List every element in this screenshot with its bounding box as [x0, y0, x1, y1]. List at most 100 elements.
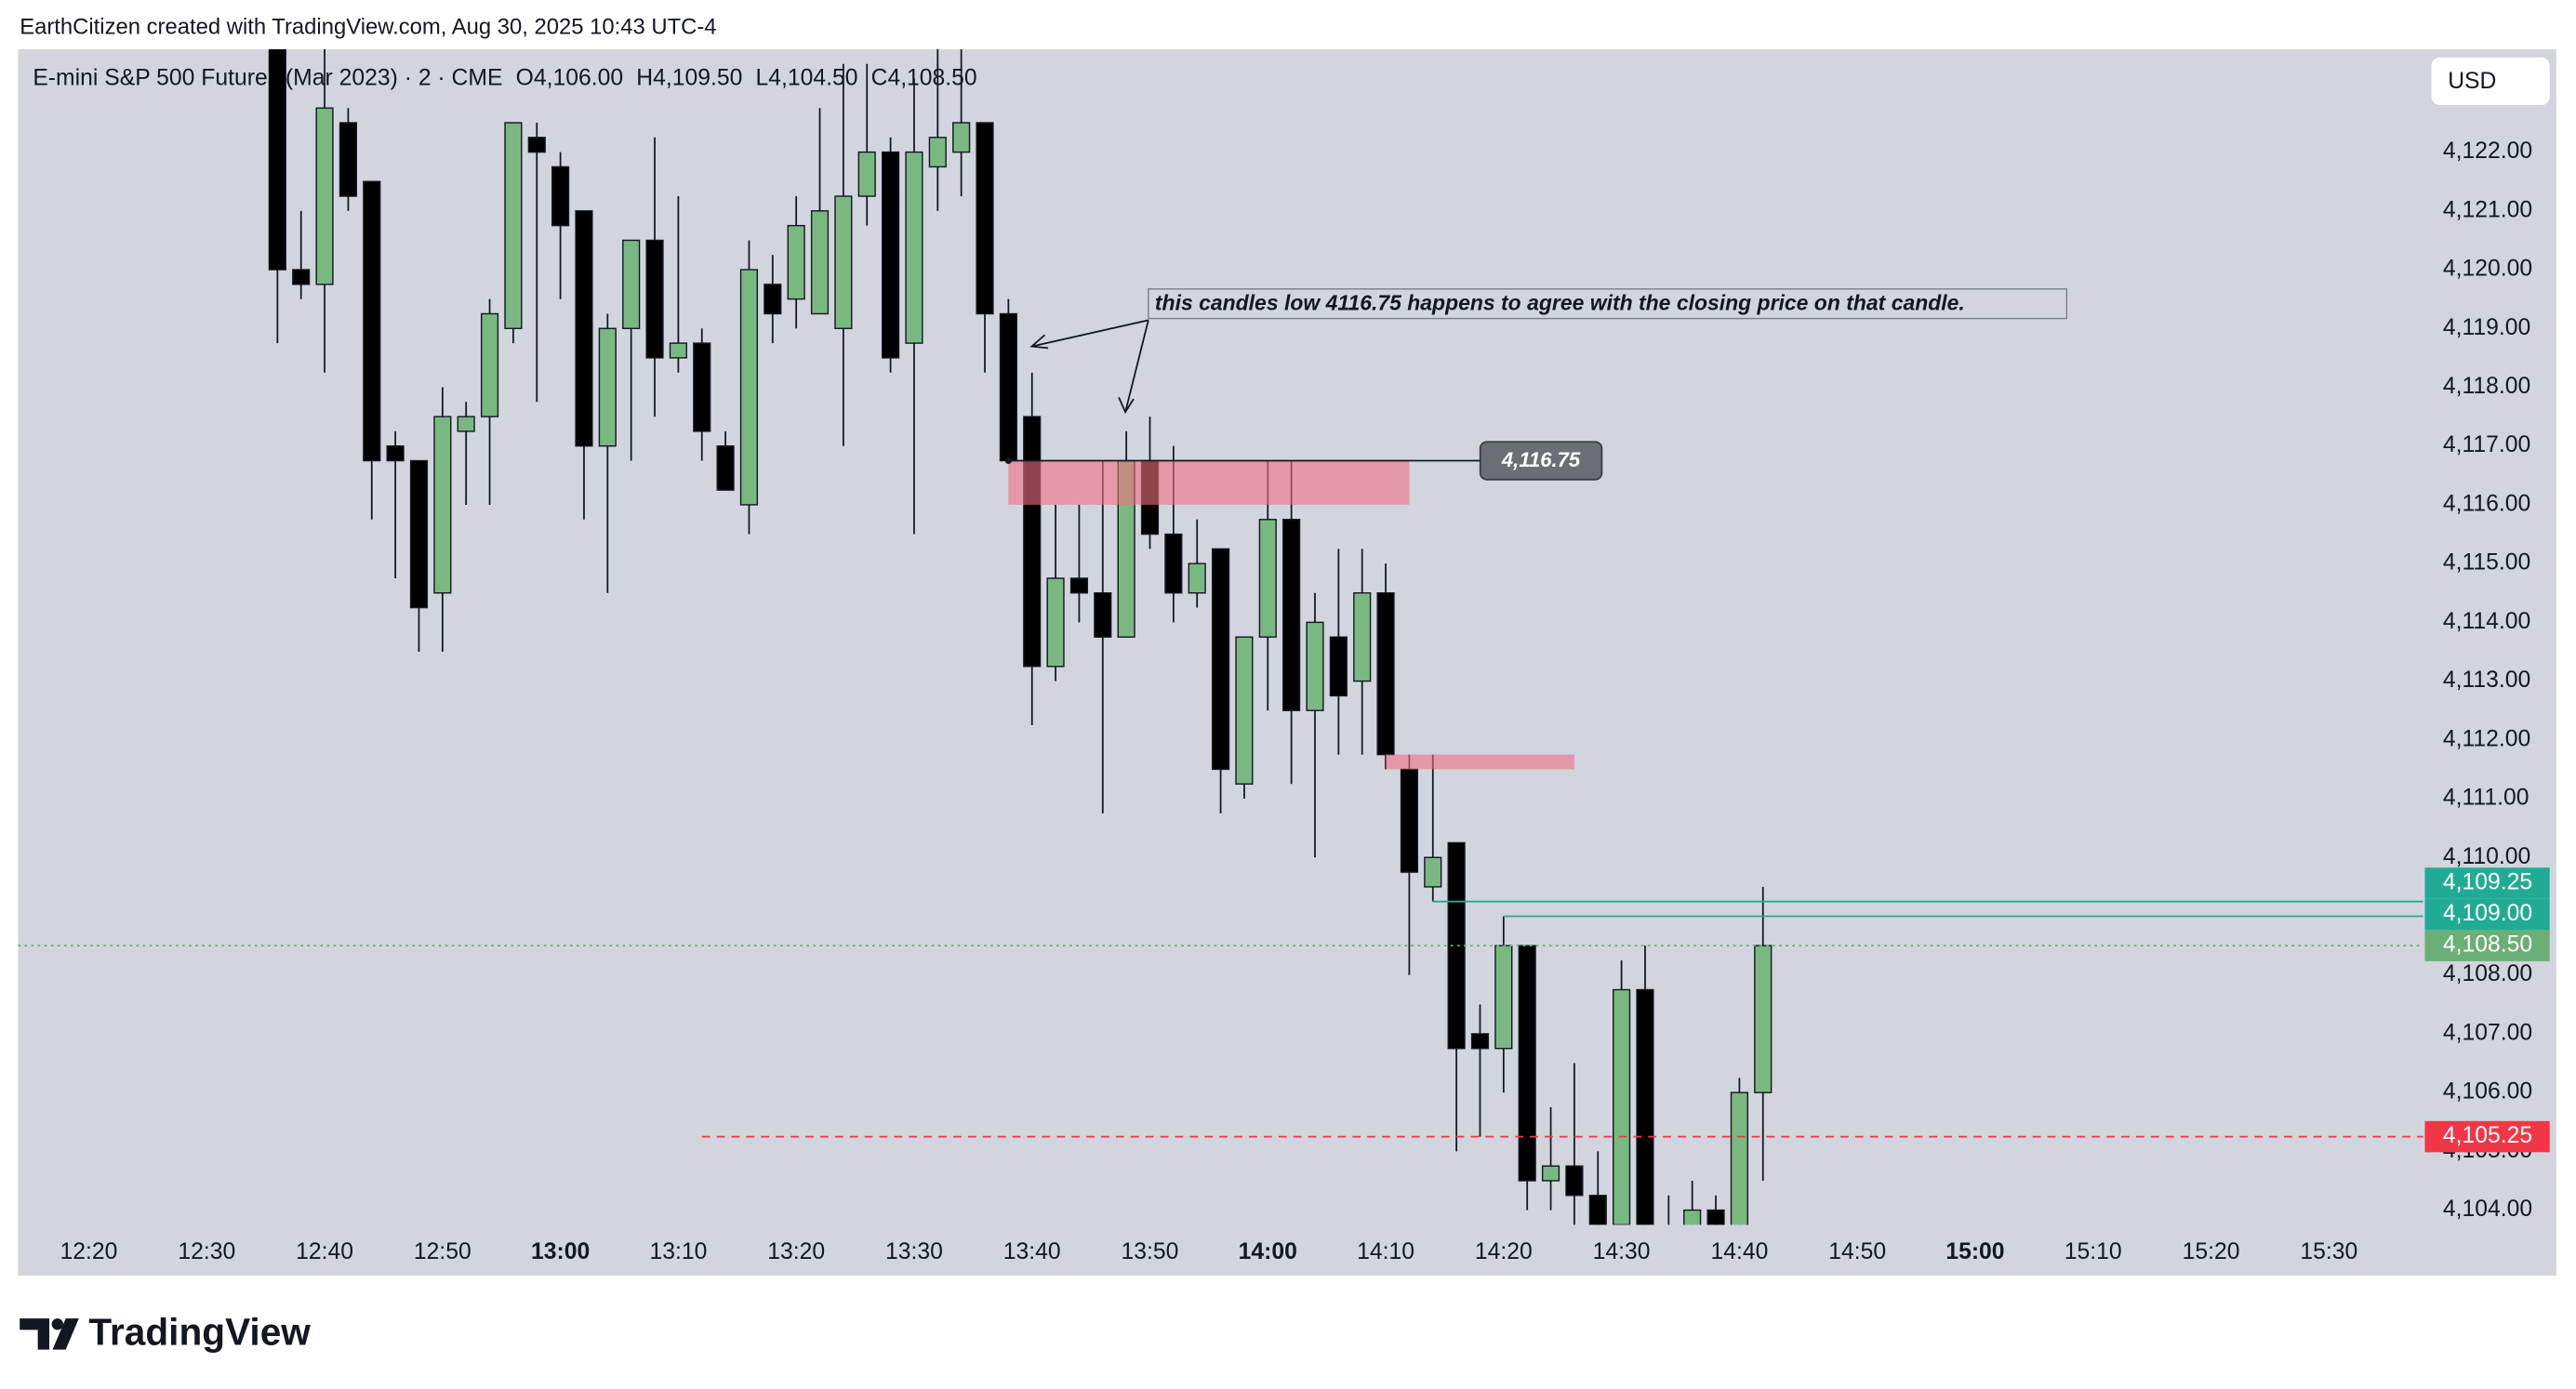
price-badge-label: 4,109.00 [2443, 901, 2532, 926]
candle-body [1518, 945, 1536, 1182]
annotation-price-box [1479, 441, 1603, 481]
ohlc-label: C4,108.50 [871, 65, 977, 90]
price-badge-label: 4,108.50 [2443, 933, 2532, 958]
candle-body [1329, 636, 1348, 697]
x-tick-label: 13:00 [531, 1239, 590, 1264]
candle-body [268, 48, 286, 271]
candle-body [457, 416, 475, 432]
candle-body [1613, 988, 1631, 1225]
y-tick-label: 4,120.00 [2443, 257, 2532, 282]
candle-body [905, 151, 923, 344]
chart-header: E-mini S&P 500 Futures (Mar 2023) · 2 · … [33, 65, 976, 90]
candle-body [976, 122, 994, 315]
candle-body [527, 137, 546, 153]
candle-body [386, 445, 405, 462]
candle-body [480, 312, 499, 417]
price-badge [2424, 898, 2550, 931]
chart-title: E-mini S&P 500 Futures (Mar 2023) · 2 · … [33, 65, 502, 90]
x-tick-label: 12:40 [296, 1239, 353, 1264]
y-tick-label: 4,121.00 [2443, 197, 2532, 222]
candle-body [292, 269, 311, 285]
y-tick-label: 4,108.00 [2443, 961, 2532, 986]
annotation-box [1148, 288, 2068, 320]
annotation-dot [1004, 456, 1012, 465]
candle-body [1730, 1091, 1748, 1225]
brand: TradingView [88, 1310, 311, 1353]
x-tick-label: 14:20 [1475, 1239, 1533, 1264]
x-tick-label: 14:10 [1357, 1239, 1414, 1264]
candle-body [1565, 1165, 1584, 1197]
candle-body [575, 210, 593, 447]
y-tick-label: 4,106.00 [2443, 1079, 2532, 1105]
x-tick-label: 12:50 [414, 1239, 471, 1264]
y-tick-label: 4,111.00 [2443, 786, 2530, 811]
candle-body [1069, 577, 1089, 594]
arrow-head [1118, 397, 1135, 415]
candle-body [1494, 945, 1513, 1050]
annotation-arrows [1029, 319, 1149, 415]
candle-body [787, 224, 805, 300]
candle-body [1211, 548, 1230, 771]
y-tick-label: 4,115.00 [2443, 550, 2530, 575]
plot-area [18, 48, 2423, 1225]
price-badge [2424, 930, 2550, 961]
candle-body [339, 122, 357, 197]
candle-body [1164, 533, 1183, 594]
y-tick-label: 4,114.00 [2443, 609, 2530, 634]
candle-body [433, 416, 452, 594]
logo-icon [20, 1318, 79, 1350]
candle-body [645, 239, 664, 359]
ohlc-label: H4,109.50 [636, 65, 742, 90]
price-badge-label: 4,109.25 [2443, 870, 2532, 895]
candle-body [857, 151, 876, 197]
arrow [1124, 320, 1149, 413]
candle-body [1282, 519, 1301, 711]
currency-button[interactable] [2431, 57, 2550, 106]
y-tick-label: 4,110.00 [2443, 844, 2530, 869]
annotation-text: this candles low 4116.75 happens to agre… [1155, 291, 1965, 315]
candle-body [1235, 636, 1254, 785]
candle-body [669, 342, 687, 359]
price-badge [2424, 1120, 2550, 1153]
y-tick-label: 4,122.00 [2443, 139, 2532, 164]
candle-body [1683, 1209, 1702, 1225]
x-tick-label: 14:30 [1593, 1239, 1651, 1264]
candle-body [1706, 1209, 1725, 1225]
overlay: this candles low 4116.75 happens to agre… [1004, 288, 2068, 481]
candle-body [810, 210, 830, 315]
logo-t [20, 1318, 49, 1350]
y-tick-label: 4,118.00 [2443, 374, 2530, 399]
x-tick-label: 14:40 [1710, 1239, 1768, 1264]
y-tick-label: 4,117.00 [2443, 432, 2530, 457]
currency[interactable]: USD [2448, 69, 2496, 94]
candle-body [1541, 1165, 1560, 1182]
candle-body [1754, 945, 1773, 1093]
x-tick-label: 15:10 [2065, 1239, 2122, 1264]
ohlc-label: O4,106.00 [516, 65, 623, 90]
candle-body [1424, 856, 1442, 888]
candle-body [1306, 621, 1324, 711]
y-tick-label: 4,116.00 [2443, 491, 2530, 516]
candle-body [1376, 592, 1395, 756]
y-tick-label: 4,107.00 [2443, 1020, 2532, 1045]
x-tick-label: 13:20 [767, 1239, 825, 1264]
x-tick-label: 14:00 [1239, 1239, 1297, 1264]
candle-body [504, 122, 523, 329]
candle-body [363, 180, 381, 462]
zone [1008, 460, 1410, 505]
candle-body [1258, 519, 1277, 638]
candle-body [999, 312, 1017, 462]
annotation-price: 4,116.75 [1501, 448, 1581, 471]
candle-body [1188, 562, 1206, 594]
candle-body [716, 445, 735, 491]
price-badge-label: 4,105.25 [2443, 1123, 2532, 1148]
ohlc-label: L4,104.50 [755, 65, 857, 90]
zone [1386, 754, 1574, 770]
y-tick-label: 4,119.00 [2443, 315, 2530, 340]
arrow-head [1029, 334, 1049, 350]
candle-body [1046, 577, 1065, 668]
candle-body [739, 269, 759, 506]
x-tick-label: 13:30 [885, 1239, 943, 1264]
candle-body [1023, 416, 1042, 668]
